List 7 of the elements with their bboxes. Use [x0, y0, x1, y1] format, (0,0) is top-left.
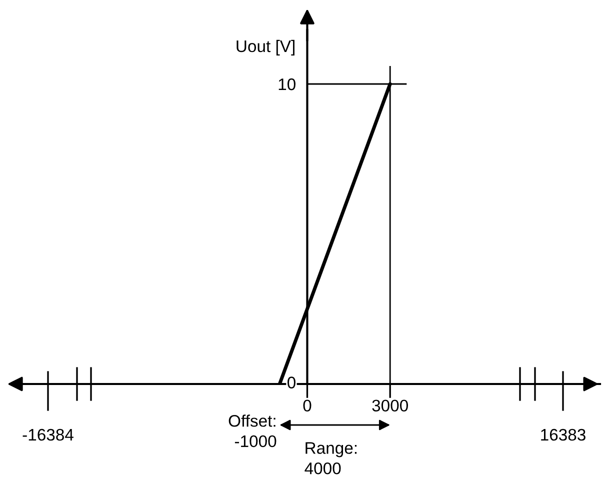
y-axis-title: Uout [V] — [236, 40, 294, 56]
x-tick-label: 3000 — [372, 400, 408, 412]
text: -16384 — [22, 428, 74, 441]
text: Range: 4000 — [304, 442, 357, 474]
annotation: Offset: -1000 — [228, 414, 276, 448]
text: 16383 — [541, 428, 586, 441]
y-tick-label: 10 — [278, 78, 296, 90]
